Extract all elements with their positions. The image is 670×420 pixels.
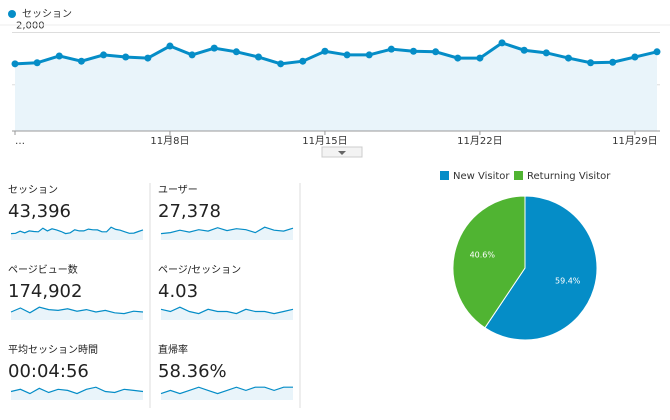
pie-slice	[452, 195, 526, 329]
point	[454, 54, 462, 62]
point	[166, 42, 174, 50]
sparkline	[10, 306, 144, 315]
point	[11, 60, 19, 68]
metric-label: 直帰率	[158, 343, 188, 356]
area	[15, 42, 657, 132]
metric-value: 27,378	[158, 201, 221, 222]
point	[210, 44, 218, 52]
metric-value: 00:04:56	[8, 361, 89, 382]
point	[542, 49, 550, 57]
slice-label: 59.4%	[555, 276, 581, 285]
point	[520, 46, 528, 54]
x-tick-label: 11月15日	[302, 135, 347, 147]
point	[387, 45, 395, 53]
x-tick-label: 11月8日	[150, 135, 189, 147]
metric-label: ページ/セッション	[158, 264, 241, 276]
metric-value: 174,902	[8, 281, 82, 302]
y-tick-label: 2,000	[16, 20, 45, 31]
metric-label: 平均セッション時間	[8, 344, 98, 356]
metric-label: セッション	[8, 184, 58, 196]
point	[343, 51, 351, 59]
point	[144, 54, 152, 62]
metric-value: 58.36%	[158, 361, 227, 382]
point	[476, 54, 484, 62]
x-tick-label: 11月29日	[612, 135, 657, 147]
toggle-arrow	[338, 151, 346, 155]
point	[255, 53, 263, 61]
legend-swatch	[514, 171, 523, 180]
point	[653, 48, 661, 56]
sparkline-area	[11, 227, 143, 240]
point	[55, 52, 63, 60]
point	[299, 57, 307, 65]
sparkline	[160, 386, 293, 395]
metric-label: ページビュー数	[8, 263, 78, 276]
point	[232, 48, 240, 56]
point	[321, 47, 329, 55]
metric-value: 43,396	[8, 201, 71, 222]
point	[498, 39, 506, 47]
sparkline-area	[11, 307, 143, 320]
point	[564, 54, 572, 62]
slice-label: 40.6%	[470, 251, 496, 260]
point	[587, 59, 595, 67]
point	[432, 48, 440, 56]
point	[409, 47, 417, 55]
metric-label: ユーザー	[158, 184, 198, 196]
legend-label: Returning Visitor	[527, 171, 611, 182]
point	[631, 53, 639, 61]
sparkline	[10, 386, 144, 395]
point	[365, 51, 373, 59]
metric-value: 4.03	[158, 281, 198, 302]
legend-label: セッション	[22, 8, 72, 20]
x-tick-label: 11月22日	[457, 135, 502, 147]
point	[277, 60, 285, 68]
point	[77, 57, 85, 65]
line	[14, 41, 658, 66]
point	[33, 59, 41, 67]
sparkline	[10, 226, 144, 235]
pie-slice	[484, 195, 598, 341]
point	[122, 53, 130, 61]
point	[100, 51, 108, 59]
legend-dot	[8, 10, 16, 18]
sparkline-area	[161, 307, 293, 320]
point	[188, 51, 196, 59]
x-tick-label: …	[15, 136, 25, 147]
sparkline	[160, 306, 294, 315]
legend-swatch	[440, 171, 449, 180]
sparkline-area	[161, 387, 293, 400]
sparkline	[160, 226, 294, 235]
legend-label: New Visitor	[453, 171, 510, 182]
point	[609, 58, 617, 66]
